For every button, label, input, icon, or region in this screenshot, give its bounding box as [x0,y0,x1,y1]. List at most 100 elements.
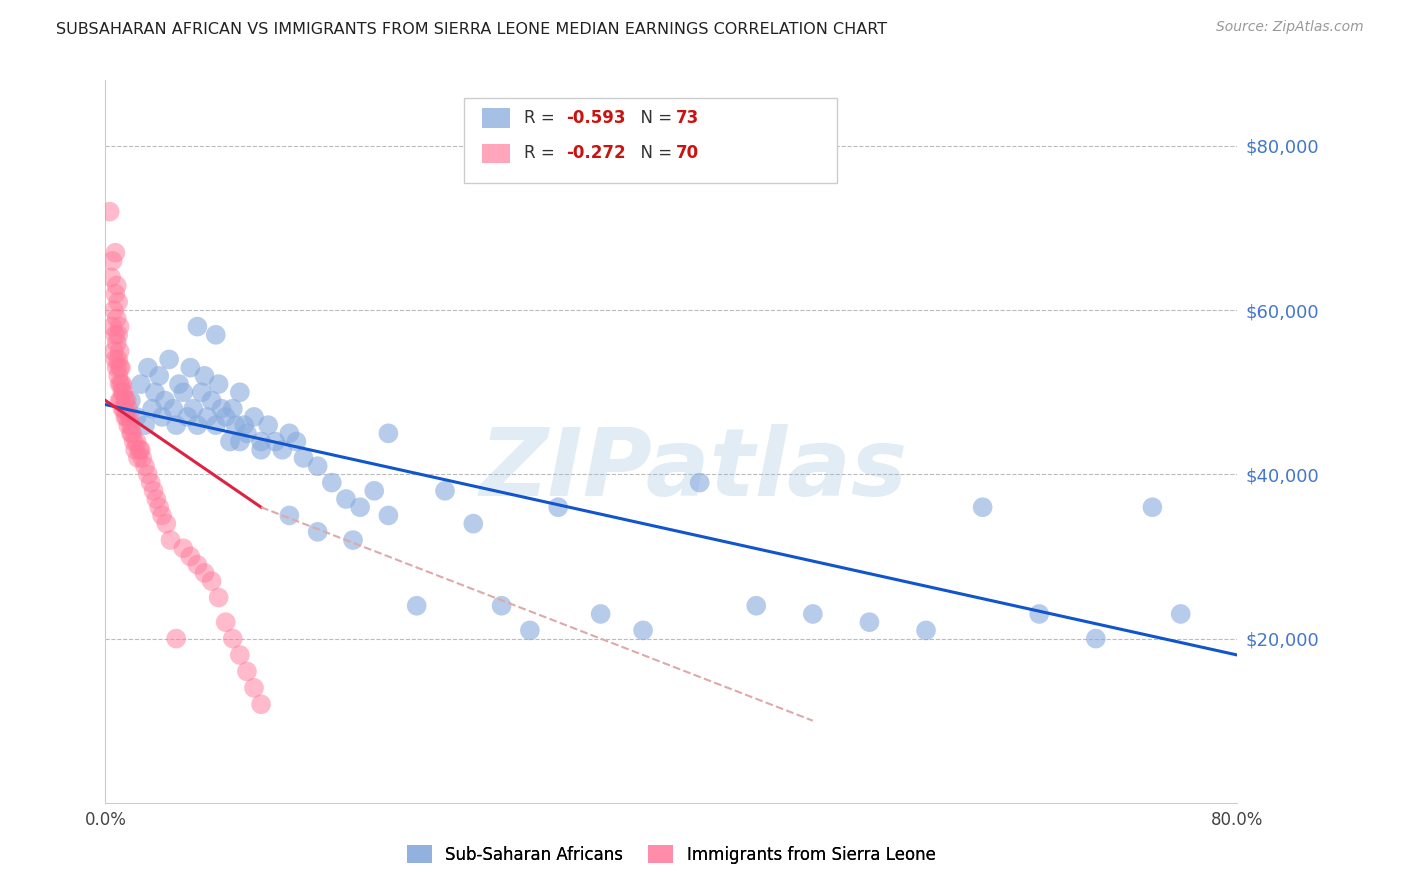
Point [127,450,149,465]
Point [108,319,131,334]
Point [278,426,301,441]
Point [108,377,131,392]
Point [108,344,131,359]
Point [204,418,226,433]
Point [1170,607,1192,621]
Point [915,624,938,638]
Text: SUBSAHARAN AFRICAN VS IMMIGRANTS FROM SIERRA LEONE MEDIAN EARNINGS CORRELATION C: SUBSAHARAN AFRICAN VS IMMIGRANTS FROM SI… [56,22,887,37]
Point [129,377,152,392]
Point [801,607,824,621]
Text: -0.593: -0.593 [567,109,626,127]
Point [128,442,150,457]
Point [377,426,399,441]
Point [118,409,141,424]
Point [115,409,138,424]
Point [349,500,371,515]
Point [200,393,222,408]
Text: 70: 70 [676,145,699,162]
Point [225,418,247,433]
Point [233,418,256,433]
Text: R =: R = [524,145,561,162]
Point [110,393,132,408]
Point [243,409,266,424]
Point [363,483,385,498]
Point [179,360,201,375]
Point [292,450,315,465]
Point [236,665,259,679]
Point [589,607,612,621]
Point [176,409,198,424]
Text: R =: R = [524,109,561,127]
Point [491,599,513,613]
Point [114,393,136,408]
Point [157,352,180,367]
Point [162,401,184,416]
Point [105,360,128,375]
Point [204,327,226,342]
Point [463,516,485,531]
Point [125,409,148,424]
Point [110,377,132,392]
Point [858,615,880,630]
Point [405,599,427,613]
Point [153,393,176,408]
Point [150,508,173,523]
Point [107,295,129,310]
Text: ZIPatlas: ZIPatlas [479,425,908,516]
Point [117,418,139,433]
Point [150,409,173,424]
Point [111,377,134,392]
Point [229,434,252,449]
Point [112,385,135,400]
Point [215,409,238,424]
Point [1084,632,1107,646]
Point [159,533,181,547]
Point [155,516,177,531]
Point [104,327,127,342]
Point [1142,500,1164,515]
Legend: Sub-Saharan Africans, Immigrants from Sierra Leone: Sub-Saharan Africans, Immigrants from Si… [401,838,942,871]
Point [547,500,569,515]
Point [190,385,212,400]
Point [129,442,152,457]
Point [145,491,167,506]
Point [124,442,146,457]
Point [179,549,201,564]
Point [115,393,138,408]
Point [120,393,142,408]
Point [193,368,215,383]
Point [111,385,134,400]
Point [141,401,163,416]
Point [186,418,208,433]
Text: 73: 73 [676,109,700,127]
Point [222,401,245,416]
Point [131,450,153,465]
Point [208,377,231,392]
Point [250,698,273,712]
Point [307,524,329,539]
Point [136,467,159,482]
Text: N =: N = [630,145,678,162]
Point [107,327,129,342]
Point [229,385,252,400]
Point [139,475,162,490]
Point [215,615,238,630]
Point [200,574,222,588]
Point [631,624,654,638]
Point [167,377,190,392]
Point [222,632,245,646]
Point [257,418,280,433]
Point [236,426,259,441]
Point [972,500,994,515]
Point [335,491,357,506]
Point [101,319,124,334]
Point [148,500,170,515]
Point [250,442,273,457]
Point [107,368,129,383]
Point [107,352,129,367]
Point [342,533,364,547]
Point [142,483,165,498]
Point [271,442,294,457]
Point [98,204,121,219]
Point [1028,607,1050,621]
